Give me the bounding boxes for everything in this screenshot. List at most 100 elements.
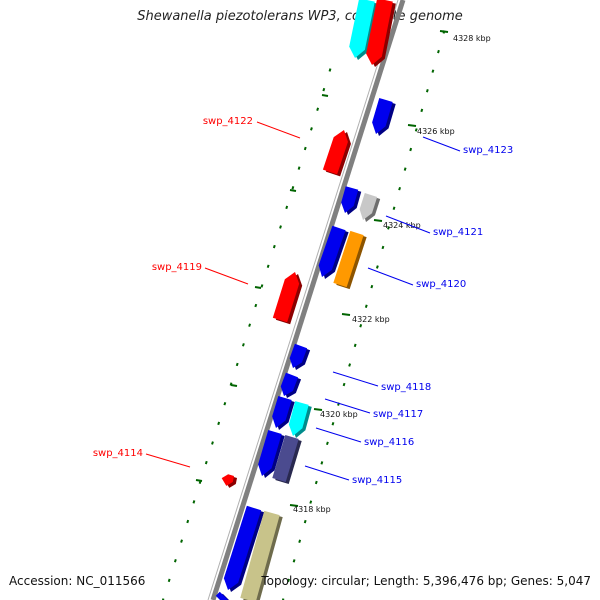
gene-face: [272, 272, 300, 323]
gene-face: [372, 98, 393, 134]
guide-dot: [229, 382, 233, 386]
guide-dot: [173, 559, 177, 563]
guide-dot: [314, 480, 318, 485]
gene-face: [272, 395, 292, 428]
gene-label-swp_4122: swp_4122: [203, 116, 253, 127]
leader-line-swp_4117: [324, 398, 371, 414]
gene-face: [322, 130, 348, 175]
gene-swp-4117: [280, 372, 302, 398]
gene-swp-4123: [372, 98, 396, 136]
left-guide-dots: [161, 68, 332, 600]
gene-label-swp_4115: swp_4115: [352, 475, 402, 486]
guide-dot: [161, 598, 165, 600]
gene-face: [341, 186, 359, 213]
guide-dot: [272, 244, 276, 249]
guide-dot: [266, 264, 270, 269]
tick-label-4324-kbp: 4324 kbp: [383, 221, 421, 230]
gene-swp-4119: [272, 272, 303, 325]
leader-line-swp_4120: [367, 267, 414, 286]
tick-mark: [254, 286, 262, 289]
leader-line-swp_4123: [422, 136, 461, 152]
guide-dot: [348, 363, 352, 367]
guide-dot: [370, 284, 374, 289]
gene-swp-4122: [322, 130, 351, 177]
gene-blue-bottom: [223, 505, 265, 592]
guide-dot: [353, 343, 357, 348]
tick-mark: [407, 124, 417, 127]
gene-swp-4116: [288, 401, 312, 438]
accession-text: Accession: NC_011566: [9, 574, 146, 588]
gene-swp-4121: [359, 193, 381, 222]
gene-label-swp_4117: swp_4117: [373, 409, 423, 420]
tick-mark: [195, 479, 203, 482]
gene-face: [359, 193, 378, 220]
guide-dot: [279, 225, 282, 229]
leader-line-swp_4115: [304, 465, 350, 481]
guide-dot: [398, 186, 401, 191]
guide-dot: [242, 343, 245, 347]
tick-mark: [289, 504, 299, 507]
leader-line-swp_4114: [145, 453, 191, 468]
gene-label-swp_4114: swp_4114: [93, 448, 143, 459]
guide-dot: [328, 68, 332, 72]
gene-label-swp_4116: swp_4116: [364, 437, 414, 448]
gene-face: [349, 0, 375, 58]
gene-swp-4118: [289, 343, 311, 370]
gene-blue-4121a: [341, 186, 362, 215]
tick-mark: [321, 94, 329, 97]
guide-dot: [297, 166, 301, 170]
leader-line-swp_4121: [385, 215, 431, 234]
guide-dot: [322, 87, 326, 92]
guide-dot: [303, 146, 307, 151]
guide-dot: [342, 382, 346, 387]
guide-dot: [364, 304, 368, 308]
gene-face: [333, 230, 364, 288]
backbone-highlight: [207, 0, 399, 600]
leader-line-swp_4118: [332, 371, 379, 387]
guide-dot: [316, 107, 320, 111]
tick-mark: [341, 313, 351, 316]
guide-dot: [425, 89, 429, 93]
gene-label-swp_4123: swp_4123: [463, 145, 513, 156]
gene-face: [240, 510, 280, 600]
guide-dot: [291, 186, 295, 190]
gene-swp-4114: [221, 474, 237, 488]
guide-dot: [310, 127, 313, 131]
guide-dot: [437, 49, 440, 54]
guide-dot: [211, 441, 214, 445]
tick-mark: [373, 219, 383, 222]
guide-dot: [309, 500, 313, 504]
tick-label-4318-kbp: 4318 kbp: [293, 505, 331, 514]
gene-blue-4116: [272, 395, 295, 430]
guide-dot: [375, 265, 379, 269]
tick-mark: [289, 189, 297, 192]
guide-dot: [387, 226, 390, 230]
gene-label-swp_4119: swp_4119: [152, 262, 202, 273]
guide-dot: [292, 559, 296, 563]
gene-red-top: [366, 0, 396, 68]
leader-line-swp_4122: [256, 121, 301, 139]
guide-dot: [167, 578, 171, 583]
tick-mark: [313, 408, 323, 411]
backbone-line: [210, 0, 406, 600]
tick-label-4328-kbp: 4328 kbp: [453, 34, 491, 43]
guide-dot: [431, 69, 435, 73]
gene-face: [221, 474, 234, 486]
leader-line-swp_4116: [315, 427, 362, 443]
guide-dot: [409, 147, 413, 152]
guide-dot: [186, 519, 190, 524]
guide-dot: [320, 461, 324, 465]
gene-cyan-top: [349, 0, 378, 61]
tick-label-4326-kbp: 4326 kbp: [417, 127, 455, 136]
guide-dot: [254, 303, 258, 308]
guide-dot: [420, 108, 424, 113]
guide-dot: [359, 324, 363, 328]
guide-dot: [204, 460, 208, 465]
guide-dot: [281, 598, 285, 600]
guide-dot: [287, 578, 290, 583]
gene-face: [366, 0, 393, 65]
gene-blue-4120: [318, 225, 349, 279]
gene-label-swp_4120: swp_4120: [416, 279, 466, 290]
gene-face: [318, 225, 346, 277]
